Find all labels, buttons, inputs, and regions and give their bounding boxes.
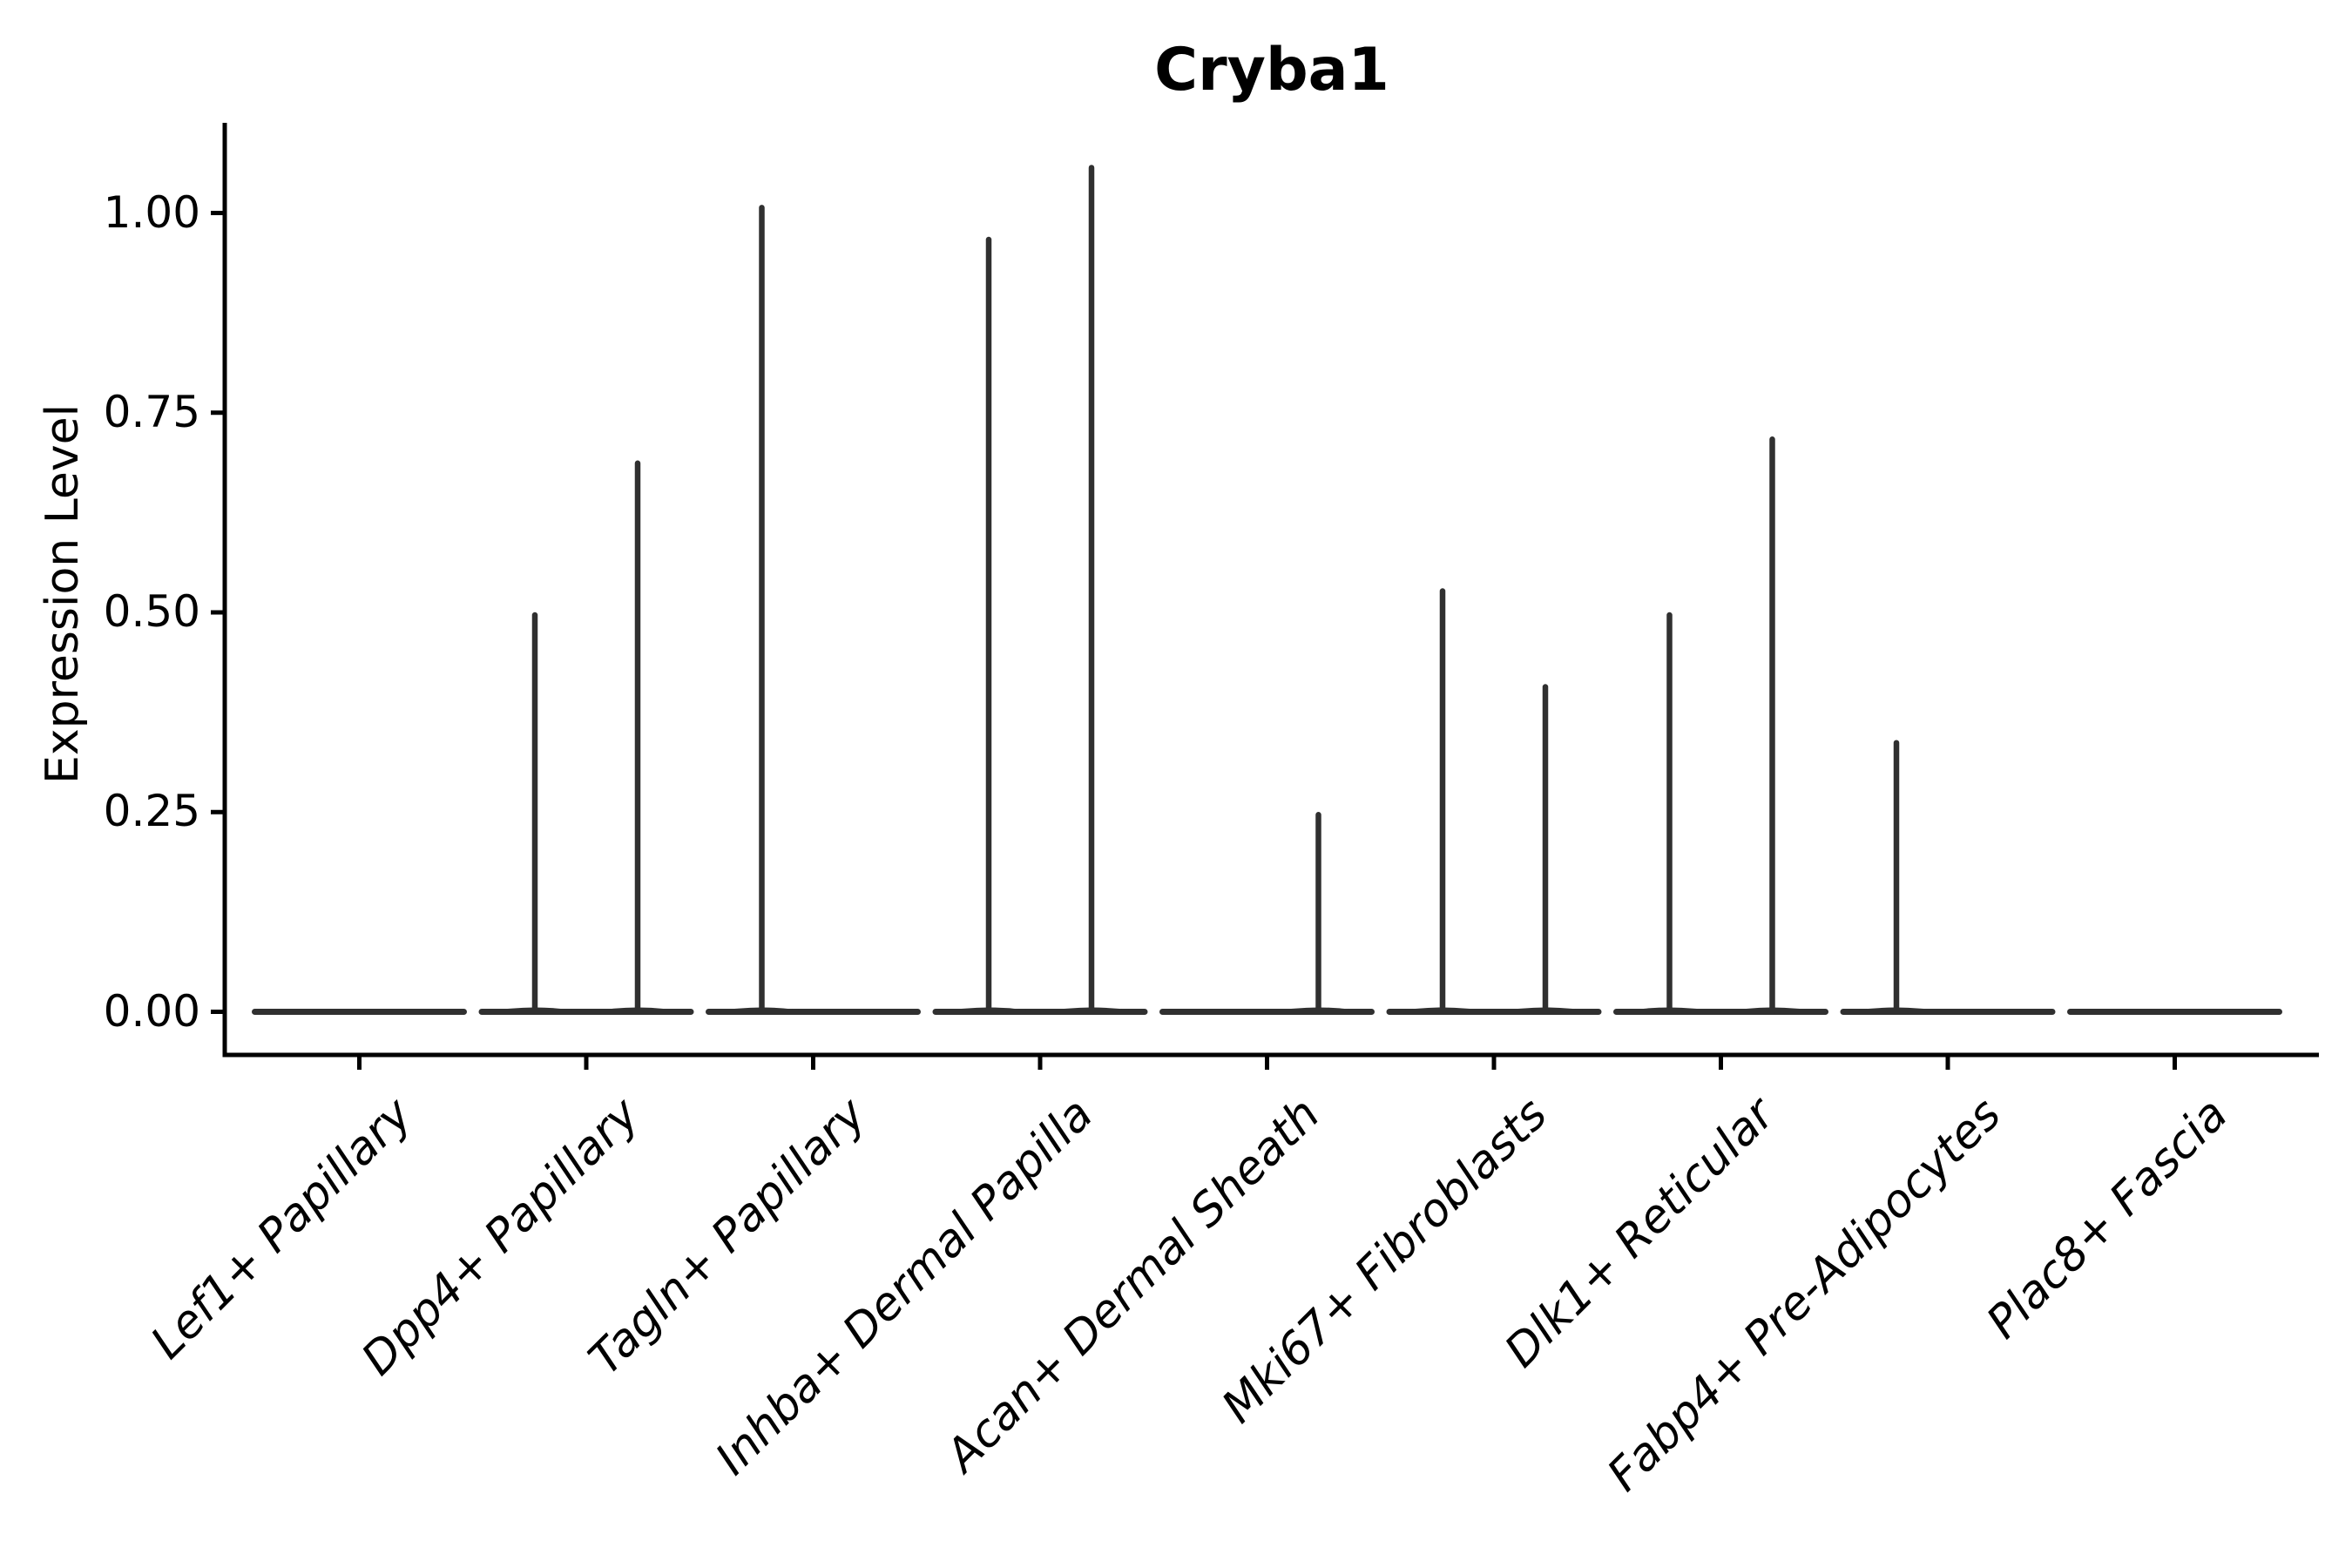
y-tick-label: 1.00 xyxy=(103,186,200,238)
y-tick-label: 0.25 xyxy=(103,786,200,837)
y-tick-label: 0.50 xyxy=(103,586,200,637)
y-tick-label: 0.00 xyxy=(103,985,200,1037)
y-axis-label: Expression Level xyxy=(37,403,89,785)
y-tick-label: 0.75 xyxy=(103,386,200,437)
plot-title: Cryba1 xyxy=(1154,36,1389,105)
